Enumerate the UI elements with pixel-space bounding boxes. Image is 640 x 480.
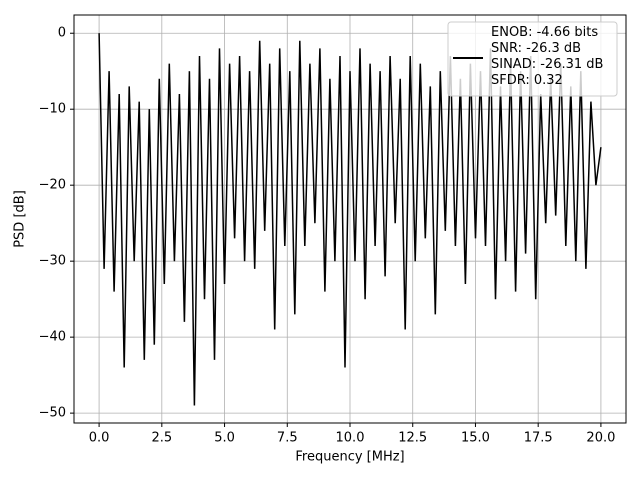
y-tick-label: −10	[39, 102, 66, 117]
series-line	[98, 33, 602, 406]
y-tick-label: 0	[58, 26, 66, 41]
y-tick-label: −50	[39, 406, 66, 421]
y-tick-label: −20	[39, 178, 66, 193]
x-tick-label: 7.5	[277, 431, 298, 446]
y-tick-label: −40	[39, 330, 66, 345]
y-tick-label: −30	[39, 254, 66, 269]
x-tick-label: 10.0	[336, 431, 365, 446]
legend-box	[447, 21, 618, 97]
x-tick-label: 20.0	[586, 431, 615, 446]
x-tick-label: 15.0	[461, 431, 490, 446]
x-tick-label: 5.0	[214, 431, 235, 446]
x-tick-label: 17.5	[524, 431, 553, 446]
x-tick-label: 12.5	[398, 431, 427, 446]
legend-label: ENOB: -4.66 bits SNR: -26.3 dB SINAD: -2…	[491, 25, 604, 88]
x-tick-label: 2.5	[151, 431, 172, 446]
plot-frame	[73, 14, 627, 424]
x-tick-label: 0.0	[89, 431, 110, 446]
x-axis-label: Frequency [MHz]	[295, 450, 404, 465]
y-axis-label: PSD [dB]	[13, 190, 28, 248]
legend-entry: ENOB: -4.66 bits SNR: -26.3 dB SINAD: -2…	[491, 25, 604, 88]
